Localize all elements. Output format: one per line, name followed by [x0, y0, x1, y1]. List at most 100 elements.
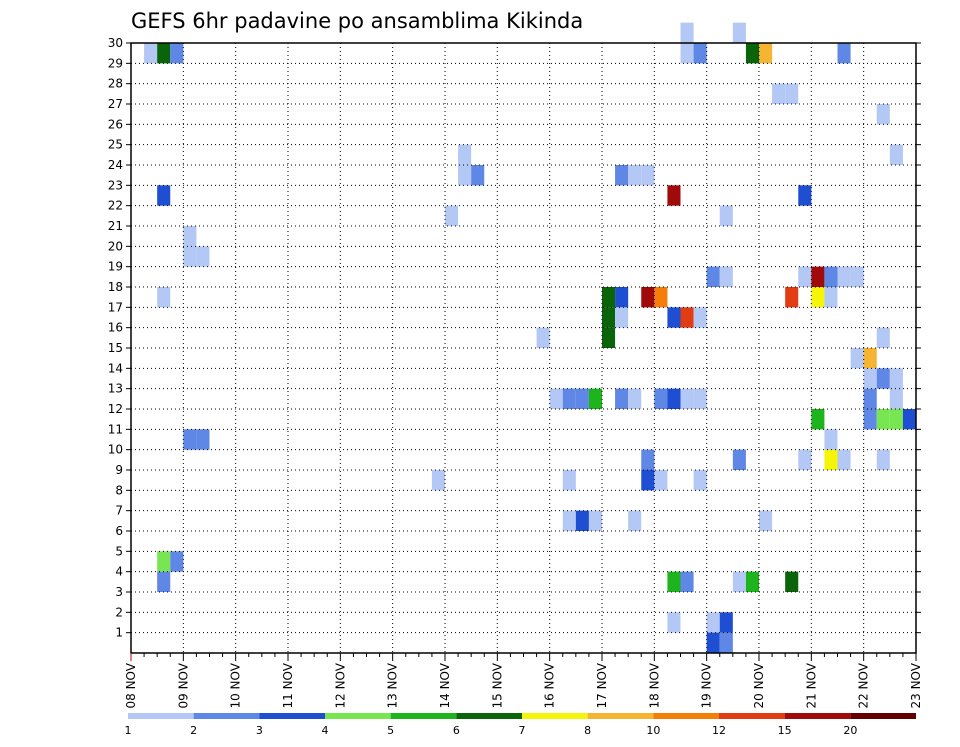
- colorbar-swatch: [128, 713, 194, 719]
- heatmap-cell: [876, 104, 890, 125]
- heatmap-cell: [719, 612, 733, 633]
- x-tick-label: 12 NOV: [333, 662, 347, 708]
- heatmap-cell: [837, 449, 851, 470]
- heatmap-cell: [654, 287, 668, 308]
- colorbar-swatch: [390, 713, 457, 719]
- y-tick-label: 16: [108, 321, 123, 335]
- heatmap-cell: [602, 287, 616, 308]
- heatmap-cell: [549, 388, 563, 409]
- x-tick-label: 10 NOV: [229, 662, 243, 708]
- heatmap-cell: [615, 307, 629, 328]
- y-tick-label: 27: [108, 97, 123, 111]
- colorbar-swatch: [784, 713, 851, 719]
- x-tick-label: 20 NOV: [752, 662, 766, 708]
- heatmap-cell: [889, 388, 903, 409]
- heatmap-cell: [641, 449, 655, 470]
- y-tick-label: 5: [115, 544, 123, 558]
- grid-lines: [131, 43, 916, 653]
- x-axis: 08 NOV 09 NOV 10 NOV 11 NOV 12 NOV 13 NOV 14 N…: [124, 653, 923, 709]
- heatmap-cell: [850, 266, 864, 287]
- heatmap-cell: [170, 551, 184, 572]
- y-tick-label: 21: [108, 219, 123, 233]
- heatmap-cell: [785, 287, 799, 308]
- x-tick-label: 16 NOV: [543, 662, 557, 708]
- heatmap-cell: [641, 287, 655, 308]
- x-tick-label: 14 NOV: [438, 662, 452, 708]
- y-tick-label: 30: [108, 36, 123, 50]
- heatmap-cell: [575, 388, 589, 409]
- heatmap-cell: [575, 510, 589, 531]
- heatmap-cell: [863, 368, 877, 389]
- colorbar-tick-label: 1: [125, 724, 132, 737]
- y-tick-label: 8: [115, 483, 123, 497]
- y-tick-label: 14: [108, 361, 123, 375]
- y-tick-label: 17: [108, 300, 123, 314]
- heatmap-cell: [667, 307, 681, 328]
- x-tick-label: 08 NOV: [124, 662, 138, 708]
- heatmap-cell: [183, 246, 197, 267]
- heatmap-cell: [772, 83, 786, 104]
- heatmap-cell: [693, 470, 707, 491]
- heatmap-cell: [680, 307, 694, 328]
- x-tick-label: 09 NOV: [176, 662, 190, 708]
- heatmap-cell: [641, 470, 655, 491]
- heatmap-cell: [458, 144, 472, 165]
- heatmap-cell: [876, 409, 890, 430]
- heatmap-cell: [628, 510, 642, 531]
- heatmap-cell: [824, 287, 838, 308]
- heatmap-cell: [732, 571, 746, 592]
- heatmap-cell: [693, 307, 707, 328]
- x-tick-label: 23 NOV: [909, 662, 923, 708]
- heatmap-cell: [785, 83, 799, 104]
- heatmap-cell: [759, 510, 773, 531]
- heatmap-cell: [536, 327, 550, 348]
- heatmap-cell: [889, 368, 903, 389]
- heatmap-cell: [667, 388, 681, 409]
- y-tick-label: 25: [108, 138, 123, 152]
- heatmap-cell: [144, 43, 158, 64]
- y-tick-label: 13: [108, 382, 123, 396]
- heatmap-cell: [759, 43, 773, 64]
- heatmap-cell: [798, 266, 812, 287]
- colorbar-tick-label: 7: [519, 724, 526, 737]
- colorbar-tick-label: 20: [843, 724, 857, 737]
- y-tick-label: 3: [115, 585, 123, 599]
- heatmap-cell: [667, 185, 681, 206]
- heatmap-cell: [719, 632, 733, 653]
- colorbar-tick-label: 12: [712, 724, 726, 737]
- heatmap-cell: [693, 388, 707, 409]
- heatmap-cell: [183, 226, 197, 247]
- heatmap-cell: [628, 165, 642, 186]
- colorbar-swatch: [587, 713, 654, 719]
- heatmap-cell: [798, 185, 812, 206]
- heatmap-cells: [144, 22, 916, 653]
- x-tick-label: 19 NOV: [700, 662, 714, 708]
- y-tick-label: 23: [108, 178, 123, 192]
- heatmap-cell: [196, 246, 210, 267]
- heatmap-cell: [745, 571, 759, 592]
- colorbar-tick-label: 2: [190, 724, 197, 737]
- heatmap-cell: [588, 388, 602, 409]
- heatmap-cell: [562, 388, 576, 409]
- y-tick-label: 29: [108, 56, 123, 70]
- heatmap-cell: [732, 449, 746, 470]
- heatmap-cell: [562, 510, 576, 531]
- heatmap-cell: [719, 266, 733, 287]
- heatmap-cell: [431, 470, 445, 491]
- heatmap-cell: [157, 43, 171, 64]
- heatmap-cell: [445, 205, 459, 226]
- y-tick-label: 4: [115, 565, 123, 579]
- heatmap-cell: [706, 632, 720, 653]
- colorbar-tick-label: 3: [256, 724, 263, 737]
- heatmap-cell: [183, 429, 197, 450]
- heatmap-cell: [693, 43, 707, 64]
- colorbar-swatch: [850, 713, 916, 719]
- heatmap-cell: [157, 185, 171, 206]
- colorbar-swatch: [259, 713, 325, 719]
- x-tick-label: 17 NOV: [595, 662, 609, 708]
- heatmap-cell: [641, 165, 655, 186]
- x-tick-label: 13 NOV: [386, 662, 400, 708]
- y-tick-label: 15: [108, 341, 123, 355]
- colorbar-tick-label: 4: [322, 724, 329, 737]
